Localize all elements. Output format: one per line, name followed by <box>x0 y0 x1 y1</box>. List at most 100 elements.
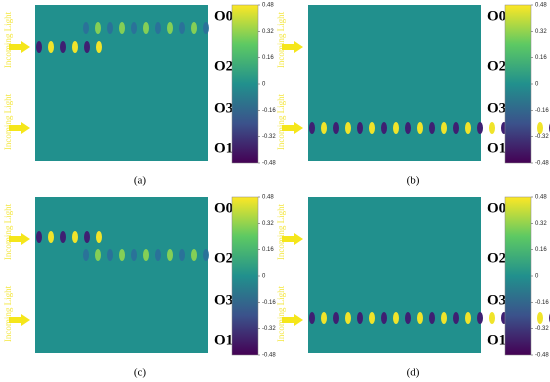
field-stripe <box>453 312 459 324</box>
colorbar-tick-label: -0.32 <box>535 326 549 332</box>
colorbar-tick-label: 0.16 <box>262 247 274 253</box>
output-label: O0 <box>487 8 506 24</box>
caption: (b) <box>407 175 420 187</box>
field-image <box>308 197 481 353</box>
colorbar-tick-label: 0.32 <box>535 221 547 227</box>
panel: Incoming Light Incoming Light O0 O2 O3 O1 0.48… <box>3 195 276 379</box>
field-stripe <box>119 22 125 34</box>
incoming-label: Incoming Light <box>276 11 286 68</box>
field-stripe <box>441 122 447 134</box>
field-stripe <box>489 312 495 324</box>
field-stripe <box>96 41 102 53</box>
arrow <box>9 41 30 53</box>
field-stripe <box>72 41 78 53</box>
field-image <box>308 5 481 161</box>
colorbar-tick-label: 0.32 <box>535 29 547 35</box>
colorbar-tick-label: 0.16 <box>262 55 274 61</box>
field-stripe <box>537 122 543 134</box>
field-stripe <box>131 22 137 34</box>
arrow <box>9 122 30 134</box>
colorbar-tick-label: -0.16 <box>262 108 276 114</box>
field-stripe <box>48 41 54 53</box>
field-stripe <box>60 231 66 243</box>
incoming-label: Incoming Light <box>276 203 286 260</box>
caption: (c) <box>134 367 147 379</box>
colorbar-tick-label: 0.48 <box>262 3 274 9</box>
field-stripe <box>429 312 435 324</box>
arrow <box>282 233 303 245</box>
colorbar-tick-label: 0 <box>535 82 539 88</box>
field-image <box>35 197 208 353</box>
field-stripe <box>95 22 101 34</box>
colorbar-tick-label: -0.48 <box>262 161 276 167</box>
colorbar <box>504 4 532 164</box>
field-stripe <box>369 312 375 324</box>
colorbar-tick-label: 0 <box>262 82 266 88</box>
colorbar-tick-label: -0.48 <box>262 353 276 359</box>
field-stripe <box>381 122 387 134</box>
field-stripe <box>119 249 125 261</box>
field-stripe <box>179 22 185 34</box>
field-stripe <box>489 122 495 134</box>
field-stripe <box>36 231 42 243</box>
field-stripe <box>179 249 185 261</box>
field-stripe <box>357 312 363 324</box>
field-stripe <box>131 249 137 261</box>
colorbar <box>504 196 532 356</box>
field-stripe <box>203 22 209 34</box>
output-label: O3 <box>214 100 233 116</box>
arrow <box>282 41 303 53</box>
colorbar-tick-label: 0.16 <box>535 55 547 61</box>
colorbar-tick-label: -0.16 <box>262 300 276 306</box>
field-stripe <box>345 312 351 324</box>
arrow <box>9 314 30 326</box>
colorbar-tick-label: -0.16 <box>535 108 549 114</box>
incoming-label: Incoming Light <box>3 203 13 260</box>
field-stripe <box>143 22 149 34</box>
colorbar-tick-label: 0.48 <box>535 3 547 9</box>
colorbar <box>231 4 259 164</box>
field-stripe <box>537 312 543 324</box>
colorbar-tick-label: -0.32 <box>262 326 276 332</box>
colorbar-tick-label: 0.48 <box>262 195 274 201</box>
panel: Incoming Light Incoming Light O0 O2 O3 O1 0.48… <box>276 195 550 379</box>
arrow <box>282 122 303 134</box>
field-stripe <box>333 312 339 324</box>
field-stripe <box>191 22 197 34</box>
field-stripe <box>381 312 387 324</box>
field-stripe <box>417 312 423 324</box>
field-stripe <box>155 22 161 34</box>
field-stripe <box>143 249 149 261</box>
output-label: O3 <box>487 292 506 308</box>
field-stripe <box>96 231 102 243</box>
field-stripe <box>333 122 339 134</box>
colorbar-tick-label: -0.32 <box>535 134 549 140</box>
field-stripe <box>405 312 411 324</box>
field-stripe <box>465 122 471 134</box>
output-label: O3 <box>214 292 233 308</box>
field-stripe <box>155 249 161 261</box>
colorbar-tick-label: 0.32 <box>262 221 274 227</box>
field-stripe <box>84 231 90 243</box>
output-label: O1 <box>487 332 506 348</box>
output-label: O1 <box>214 140 233 156</box>
field-stripe <box>167 249 173 261</box>
colorbar-tick-label: -0.32 <box>262 134 276 140</box>
field-stripe <box>441 312 447 324</box>
field-stripe <box>477 312 483 324</box>
output-label: O2 <box>214 58 233 74</box>
field-stripe <box>83 22 89 34</box>
field-stripe <box>95 249 101 261</box>
field-stripe <box>309 122 315 134</box>
field-stripe <box>321 122 327 134</box>
field-stripe <box>369 122 375 134</box>
field-stripe <box>405 122 411 134</box>
output-label: O0 <box>214 8 233 24</box>
field-stripe <box>36 41 42 53</box>
output-label: O2 <box>487 250 506 266</box>
field-stripe <box>393 312 399 324</box>
field-stripe <box>345 122 351 134</box>
incoming-label: Incoming Light <box>3 11 13 68</box>
field-stripe <box>309 312 315 324</box>
